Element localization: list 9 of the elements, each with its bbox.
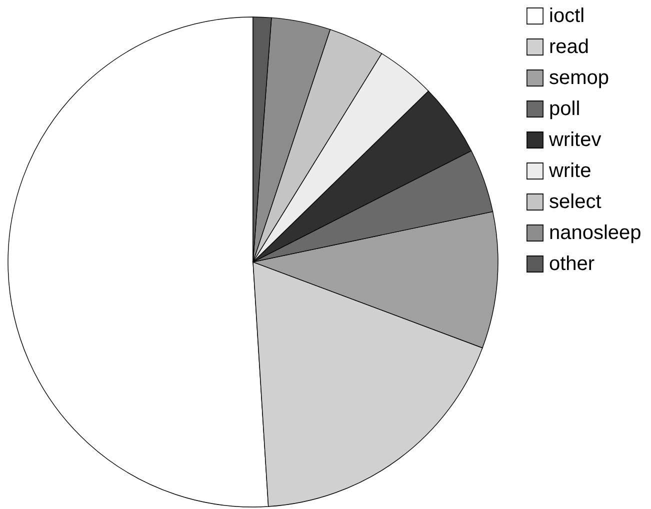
legend-label: other xyxy=(549,253,595,275)
legend-label: write xyxy=(548,160,592,182)
legend-label: ioctl xyxy=(549,5,585,27)
legend-label: read xyxy=(549,36,590,58)
legend-label: writev xyxy=(548,129,602,151)
legend-label: semop xyxy=(549,67,610,89)
legend-label: nanosleep xyxy=(549,222,642,244)
legend-label: poll xyxy=(549,98,580,120)
legend-label: select xyxy=(549,191,602,213)
